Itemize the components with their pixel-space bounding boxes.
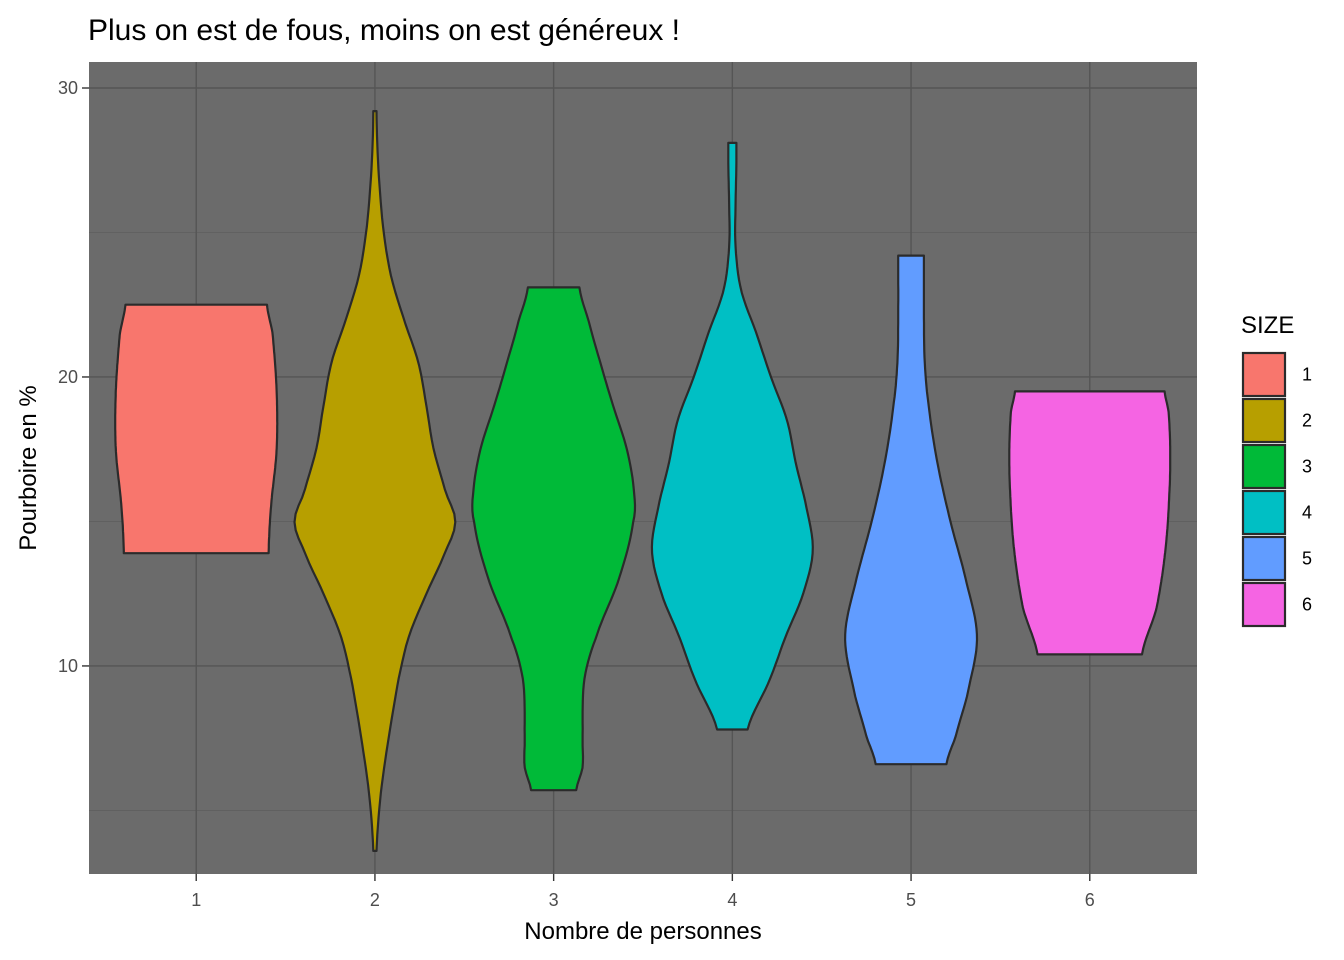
x-axis: 1 2 3 4 5 6 (191, 874, 1095, 910)
x-tick-label: 6 (1085, 890, 1095, 910)
y-tick-label: 30 (58, 78, 78, 98)
violin-size-1 (114, 303, 279, 555)
y-tick-label: 20 (58, 367, 78, 387)
y-tick-label: 10 (58, 656, 78, 676)
legend: SIZE 1 2 3 4 5 6 (1241, 312, 1312, 628)
legend-key-2 (1241, 397, 1287, 444)
x-tick-label: 3 (549, 890, 559, 910)
legend-key-6 (1241, 581, 1287, 628)
legend-label: 6 (1302, 595, 1312, 615)
violin-size-2 (293, 110, 457, 852)
x-tick-label: 2 (370, 890, 380, 910)
violin-size-6 (1008, 390, 1172, 656)
chart-title: Plus on est de fous, moins on est génére… (88, 14, 680, 47)
legend-key-4 (1241, 489, 1287, 536)
y-axis: 10 20 30 (58, 78, 89, 676)
legend-label: 3 (1302, 457, 1312, 477)
violin-size-5 (844, 254, 979, 766)
legend-key-3 (1241, 443, 1287, 490)
legend-key-1 (1241, 351, 1287, 398)
x-axis-title: Nombre de personnes (524, 918, 761, 945)
legend-label: 5 (1302, 549, 1312, 569)
legend-label: 1 (1302, 365, 1312, 385)
violin-size-3 (471, 286, 637, 792)
legend-title: SIZE (1241, 312, 1294, 339)
x-tick-label: 1 (191, 890, 201, 910)
legend-label: 2 (1302, 411, 1312, 431)
x-tick-label: 4 (727, 890, 737, 910)
violins (114, 110, 1172, 852)
violin-size-4 (650, 141, 814, 731)
x-tick-label: 5 (906, 890, 916, 910)
legend-key-5 (1241, 535, 1287, 582)
y-axis-title: Pourboire en % (15, 385, 42, 550)
legend-label: 4 (1302, 503, 1312, 523)
